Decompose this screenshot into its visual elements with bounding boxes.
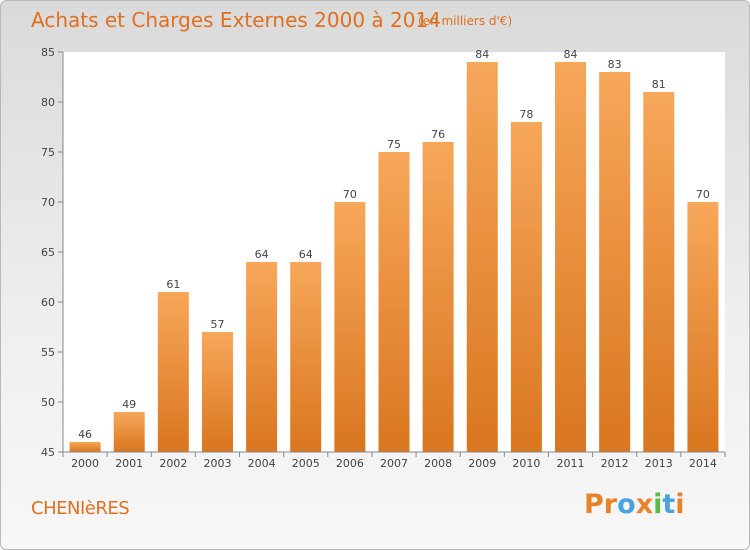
bar [201,332,233,452]
bar-value-label: 78 [519,108,533,121]
y-tick-label: 70 [41,196,55,209]
x-tick-label: 2013 [645,457,673,470]
bar [157,292,189,452]
x-tick-label: 2000 [71,457,99,470]
x-tick-label: 2005 [292,457,320,470]
x-tick-label: 2008 [424,457,452,470]
bar [599,72,631,452]
y-tick-label: 65 [41,246,55,259]
logo-letter: P [584,489,604,520]
x-tick-label: 2004 [248,457,276,470]
bar [510,122,542,452]
bar [378,152,410,452]
y-tick-label: 45 [41,446,55,459]
chart-unit: (en milliers d'€) [418,14,513,28]
logo-letter: t [662,489,676,520]
bar-value-label: 49 [122,398,136,411]
bar [69,442,101,452]
bar [246,262,278,452]
bar-value-label: 84 [475,48,489,61]
bars: 46 49 61 57 64 64 70 75 76 84 78 84 83 81 70 [69,48,719,452]
logo-letter: i [653,489,663,520]
bar-value-label: 75 [387,138,401,151]
bar [334,202,366,452]
bar-value-label: 61 [166,278,180,291]
y-tick-label: 80 [41,96,55,109]
y-tick-label: 85 [41,46,55,59]
bar [643,92,675,452]
logo-letter: r [603,489,618,520]
x-tick-label: 2002 [159,457,187,470]
bar [290,262,322,452]
commune-name: CHENIèRES [31,498,130,519]
bar-value-label: 46 [78,428,92,441]
bar-value-label: 64 [255,248,269,261]
bar-value-label: 70 [696,188,710,201]
x-tick-label: 2012 [601,457,629,470]
x-tick-label: 2006 [336,457,364,470]
y-tick-label: 60 [41,296,55,309]
bar [466,62,498,452]
y-axis: 45 50 55 60 65 70 75 80 85 [41,46,63,459]
x-tick-label: 2010 [512,457,540,470]
bar [687,202,719,452]
proxiti-logo: Proxiti [584,489,685,520]
bar-value-label: 57 [210,318,224,331]
logo-letter: o [617,489,636,520]
x-tick-label: 2001 [115,457,143,470]
x-tick-label: 2011 [557,457,585,470]
bar-value-label: 83 [608,58,622,71]
bar-value-label: 64 [299,248,313,261]
chart-title: Achats et Charges Externes 2000 à 2014 [31,8,441,32]
y-tick-label: 55 [41,346,55,359]
logo-letter: x [635,489,654,520]
bar-value-label: 84 [564,48,578,61]
bar-value-label: 70 [343,188,357,201]
bar-value-label: 81 [652,78,666,91]
x-tick-label: 2007 [380,457,408,470]
y-tick-label: 75 [41,146,55,159]
x-tick-label: 2009 [468,457,496,470]
x-tick-label: 2003 [203,457,231,470]
bar-value-label: 76 [431,128,445,141]
bar [113,412,145,452]
logo-letter: i [675,489,685,520]
y-tick-label: 50 [41,396,55,409]
x-axis: 2000 2001 2002 2003 2004 2005 2006 2007 2008 2009… [62,452,726,470]
bar [422,142,454,452]
x-tick-label: 2014 [689,457,717,470]
bar [555,62,587,452]
